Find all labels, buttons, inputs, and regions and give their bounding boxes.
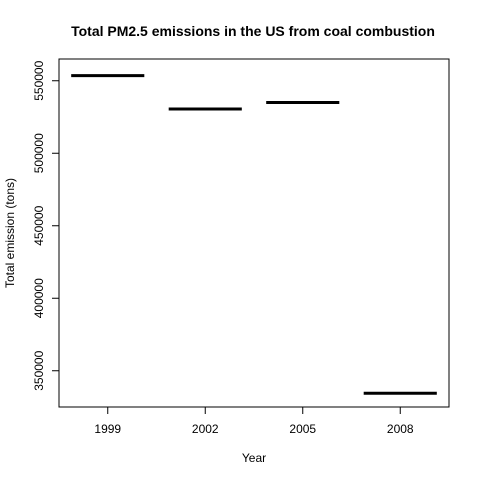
y-axis-label: Total emission (tons) (3, 178, 17, 288)
y-tick-label-400000: 400000 (32, 278, 46, 318)
x-tick-label-2008: 2008 (387, 422, 414, 436)
y-tick-label-500000: 500000 (32, 133, 46, 173)
data-marks (71, 76, 437, 394)
y-tick-label-450000: 450000 (32, 205, 46, 245)
x-axis-label: Year (242, 451, 266, 465)
plot-frame (59, 59, 449, 407)
y-tick-label-550000: 550000 (32, 60, 46, 100)
x-axis: 1999 2002 2005 2008 (94, 407, 414, 436)
x-tick-label-2002: 2002 (192, 422, 219, 436)
y-axis: 350000 400000 450000 500000 550000 (32, 60, 59, 390)
y-tick-label-350000: 350000 (32, 350, 46, 390)
x-tick-label-1999: 1999 (94, 422, 121, 436)
x-tick-label-2005: 2005 (289, 422, 316, 436)
chart-title: Total PM2.5 emissions in the US from coa… (71, 23, 435, 39)
